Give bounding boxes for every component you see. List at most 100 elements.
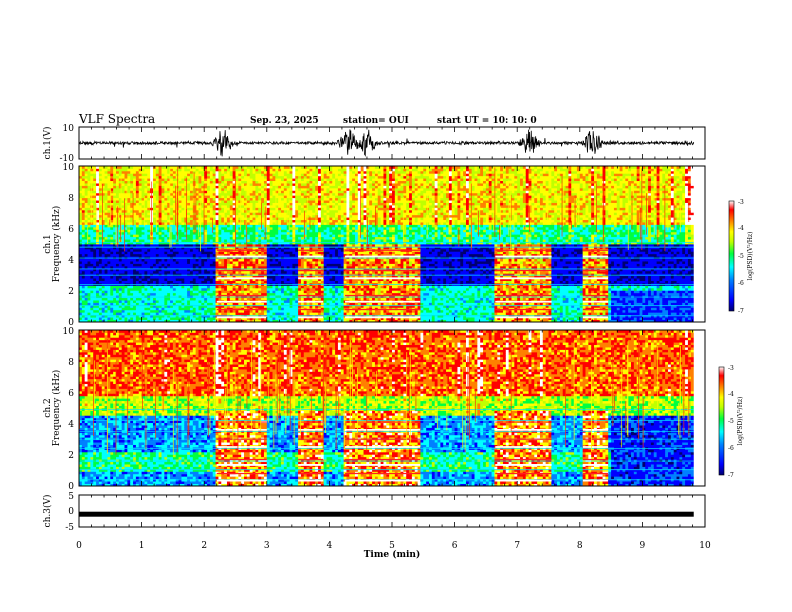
spectrogram-cell: [164, 207, 168, 211]
spectrogram-cell: [269, 258, 273, 262]
spectrogram-cell: [238, 317, 242, 320]
spectrogram-cell: [204, 275, 208, 279]
spectrogram-cell: [263, 202, 268, 206]
spectrogram-cell: [292, 300, 296, 303]
spectrogram-cell: [187, 248, 191, 252]
spectrogram-cell: [107, 226, 111, 230]
spectrogram-cell: [281, 285, 285, 289]
spectrogram-cell: [84, 219, 88, 223]
spectrogram-cell: [187, 209, 191, 213]
spectrogram-cell: [221, 226, 225, 230]
ch1-spectrogram-panel: 10 8 6 4 2 0 ch.1 Frequency (kHz) -3 -4 …: [43, 163, 754, 328]
spectrogram-cell: [244, 178, 248, 182]
spectrogram-cell: [286, 170, 290, 174]
spectrogram-cell: [107, 236, 111, 240]
spectrogram-cell: [130, 304, 134, 308]
spectrogram-cell: [204, 185, 208, 189]
spectrogram-cell: [130, 202, 134, 206]
spectrogram-cell: [224, 307, 228, 311]
spectrogram-cell: [286, 241, 290, 245]
spectrogram-cell: [218, 214, 222, 218]
spectrogram-cell: [261, 183, 265, 186]
spectrogram-cell: [218, 253, 222, 257]
spectrogram-cell: [226, 170, 231, 174]
spectrogram-cell: [212, 244, 216, 247]
spectrogram-cell: [161, 275, 165, 279]
spectrogram-cell: [161, 200, 165, 203]
spectrogram-cell: [172, 166, 177, 169]
spectrogram-cell: [161, 226, 165, 230]
spectrogram-cell: [124, 278, 128, 281]
spectrogram-cell: [127, 278, 131, 281]
spectrogram-cell: [201, 197, 205, 201]
spectrogram-cell: [204, 170, 208, 174]
spectrogram-cell: [218, 207, 222, 211]
spectrogram-cell: [249, 209, 253, 213]
spectrogram-cell: [124, 212, 128, 216]
spectrogram-cell: [93, 197, 97, 201]
spectrogram-cell: [161, 217, 165, 221]
spectrogram-cell: [283, 263, 288, 267]
spectrogram-cell: [155, 246, 160, 250]
spectrogram-cell: [96, 285, 100, 289]
spectrogram-cell: [289, 312, 293, 316]
spectrogram-cell: [252, 287, 256, 291]
spectrogram-cell: [104, 202, 108, 206]
spectrogram-cell: [175, 253, 179, 257]
spectrogram-cell: [209, 200, 214, 203]
spectrogram-cell: [195, 229, 199, 233]
spectrogram-cell: [278, 183, 282, 186]
spectrogram-cell: [229, 236, 234, 240]
spectrogram-cell: [212, 302, 216, 306]
spectrogram-cell: [141, 297, 145, 301]
spectrogram-cell: [187, 212, 191, 216]
spectrogram-cell: [135, 222, 140, 225]
spectrogram-cell: [281, 273, 285, 277]
spectrogram-cell: [104, 234, 108, 238]
spectrogram-cell: [249, 212, 253, 216]
spectrogram-cell: [81, 183, 86, 186]
spectrogram-cell: [155, 185, 160, 189]
spectrogram-cell: [241, 183, 245, 186]
spectrogram-cell: [175, 273, 179, 277]
spectrogram-cell: [93, 207, 97, 211]
spectrogram-cell: [164, 195, 168, 199]
spectrogram-cell: [207, 178, 211, 182]
spectrogram-cell: [79, 187, 83, 191]
spectrogram-cell: [289, 173, 293, 177]
spectrogram-cell: [115, 292, 120, 296]
spectrogram-cell: [272, 195, 276, 199]
spectrogram-cell: [184, 302, 188, 306]
spectrogram-cell: [209, 317, 214, 320]
spectrogram-cell: [241, 205, 245, 208]
spectrogram-cell: [96, 178, 100, 182]
spectrogram-cell: [81, 224, 86, 228]
spectrogram-cell: [79, 304, 83, 308]
spectrogram-cell: [178, 222, 182, 225]
spectrogram-cell: [281, 168, 285, 172]
spectrogram-cell: [269, 197, 273, 201]
spectrogram-cell: [130, 166, 134, 169]
spectrogram-cell: [79, 236, 83, 240]
spectrogram-cell: [215, 319, 219, 322]
spectrogram-cell: [115, 297, 120, 301]
spectrogram-cell: [150, 173, 154, 177]
spectrogram-cell: [127, 173, 131, 177]
spectrogram-cell: [118, 178, 123, 182]
spectrogram-cell: [266, 209, 271, 213]
spectrogram-cell: [198, 251, 202, 255]
spectrogram-cell: [87, 219, 91, 223]
spectrogram-cell: [269, 175, 273, 179]
spectrogram-cell: [175, 287, 179, 291]
spectrogram-cell: [104, 290, 108, 294]
spectrogram-cell: [135, 209, 140, 213]
spectrogram-cell: [96, 280, 100, 284]
spectrogram-cell: [90, 251, 94, 255]
spectrogram-cell: [90, 312, 94, 316]
spectrogram-cell: [189, 236, 194, 240]
spectrogram-cell: [141, 309, 145, 313]
spectrogram-cell: [281, 302, 285, 306]
spectrogram-cell: [155, 170, 160, 174]
spectrogram-cell: [226, 187, 231, 191]
spectrogram-cell: [258, 246, 262, 250]
